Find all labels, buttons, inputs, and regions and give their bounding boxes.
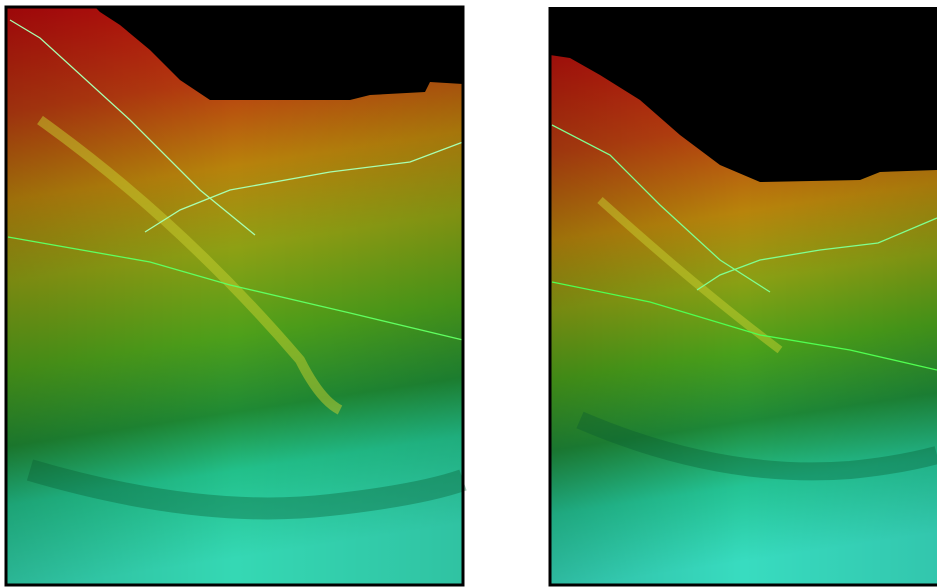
figure (0, 0, 937, 587)
right-map-panel (550, 7, 937, 585)
left-map-panel (6, 7, 463, 585)
